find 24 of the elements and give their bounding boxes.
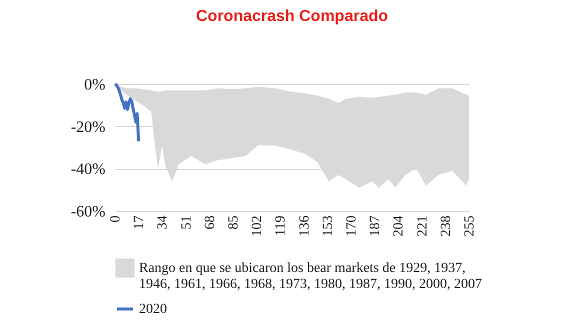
x-tick-label: 51 — [179, 216, 194, 230]
y-tick-label: -60% — [70, 204, 106, 220]
y-tick-label: -20% — [70, 118, 106, 136]
chart-title: Coronacrash Comparado — [196, 8, 388, 25]
x-tick-label: 255 — [462, 216, 478, 236]
y-tick-label: -40% — [70, 161, 106, 178]
x-tick-label: 153 — [320, 216, 336, 236]
line-series — [114, 82, 140, 143]
x-tick-label: 238 — [438, 216, 454, 236]
legend-label: Rango en que se ubicaron los bear markets de 1929, 1937, 1946, 1961, 1966, 1968, 1973, 1980, 1987, 1990, 2000, 2007 — [139, 261, 482, 292]
x-tick-label: 102 — [250, 216, 266, 236]
x-tick-label: 204 — [392, 216, 407, 236]
x-tick-label: 0 — [108, 216, 124, 222]
x-tick-label: 68 — [202, 216, 218, 230]
x-tick-label: 221 — [415, 216, 430, 236]
x-tick-label: 85 — [226, 216, 242, 230]
x-tick-label: 17 — [132, 216, 148, 230]
y-tick-label: 0% — [84, 76, 106, 94]
x-tick-label: 34 — [156, 216, 171, 230]
x-tick-label: 187 — [368, 216, 384, 236]
x-tick-label: 119 — [274, 216, 289, 236]
x-tick-label: 170 — [344, 216, 360, 236]
x-tick-label: 136 — [297, 216, 312, 236]
legend-label: 2020 — [139, 302, 167, 317]
